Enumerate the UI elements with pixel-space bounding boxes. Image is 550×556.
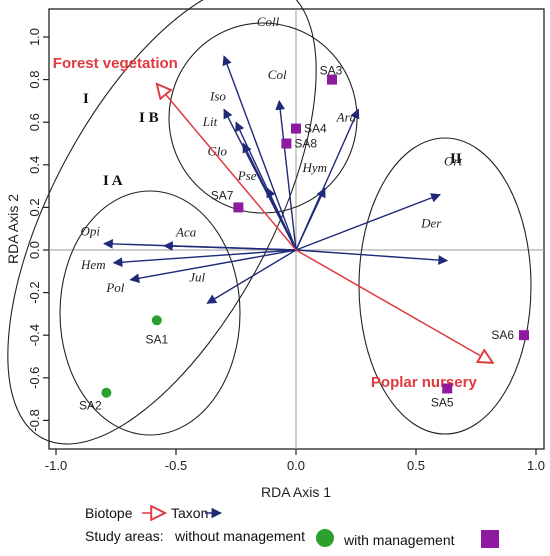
biotope-arrow-forest-vegetation xyxy=(157,84,297,251)
taxon-arrow-pol xyxy=(129,249,297,284)
taxon-label-hym: Hym xyxy=(302,160,328,175)
taxon-arrow-ort xyxy=(295,193,441,251)
legend-study-areas-label: Study areas: xyxy=(85,528,164,544)
legend-with-marker xyxy=(481,530,499,548)
x-tick-label: -1.0 xyxy=(45,458,67,473)
taxon-arrow-aca xyxy=(163,241,297,251)
site-label-sa5: SA5 xyxy=(431,395,454,409)
taxon-arrow-pse xyxy=(266,187,297,251)
taxon-label-coll: Coll xyxy=(257,14,280,29)
site-label-sa7: SA7 xyxy=(211,188,234,202)
taxon-label-pol: Pol xyxy=(105,280,124,295)
taxon-arrow-hym xyxy=(295,187,326,251)
taxon-arrow-col xyxy=(275,99,297,251)
taxon-label-col: Col xyxy=(268,67,287,82)
biotope-label-poplar-nursery: Poplar nursery xyxy=(371,374,478,391)
legend-biotope-label: Biotope xyxy=(85,505,133,521)
group-label-IA: I A xyxy=(103,173,123,189)
group-label-II: II xyxy=(450,151,462,167)
y-tick-label: -0.6 xyxy=(27,367,42,389)
taxon-arrow-jul xyxy=(206,249,297,304)
taxon-arrow-hem xyxy=(112,249,297,268)
y-tick-label: -0.4 xyxy=(27,324,42,346)
taxon-arrow-der xyxy=(295,249,449,265)
legend-taxon-label: Taxon xyxy=(171,505,208,521)
site-label-sa6: SA6 xyxy=(491,328,514,342)
biotope-label-forest-vegetation: Forest vegetation xyxy=(53,55,178,72)
y-tick-label: -0.2 xyxy=(27,281,42,303)
group-ellipse-I xyxy=(7,0,317,445)
site-label-sa4: SA4 xyxy=(304,122,327,136)
biotope-arrow-poplar-nursery xyxy=(295,249,493,363)
taxon-label-ara: Ara xyxy=(336,109,357,124)
site-marker-sa8 xyxy=(281,138,292,149)
taxon-label-der: Der xyxy=(420,216,442,231)
taxon-label-jul: Jul xyxy=(189,269,205,284)
site-label-sa3: SA3 xyxy=(320,64,343,78)
y-tick-label: 1.0 xyxy=(27,28,42,46)
site-marker-sa6 xyxy=(519,330,529,341)
group-ellipse-IA xyxy=(59,190,241,436)
y-tick-label: -0.8 xyxy=(27,409,42,431)
site-marker-sa7 xyxy=(233,202,244,213)
legend-without-label: without management xyxy=(174,528,305,544)
site-label-sa1: SA1 xyxy=(145,332,168,346)
y-tick-label: 0.4 xyxy=(27,156,42,174)
taxon-label-iso: Iso xyxy=(209,88,226,103)
y-tick-label: 0.0 xyxy=(27,241,42,259)
site-label-sa2: SA2 xyxy=(79,399,102,413)
site-marker-sa5 xyxy=(442,383,453,394)
y-tick-label: 0.6 xyxy=(27,113,42,131)
x-tick-label: 0.5 xyxy=(407,458,425,473)
site-label-sa8: SA8 xyxy=(294,137,317,151)
taxon-label-lit: Lit xyxy=(202,114,218,129)
site-marker-sa1 xyxy=(151,315,162,326)
x-axis-title: RDA Axis 1 xyxy=(261,484,331,500)
site-marker-sa3 xyxy=(327,74,337,85)
taxon-label-opi: Opi xyxy=(81,224,101,239)
legend: Biotope Taxon Study areas: without manag… xyxy=(85,505,499,548)
taxon-label-glo: Glo xyxy=(207,144,227,159)
taxon-arrow-coll xyxy=(222,55,297,251)
x-tick-label: -0.5 xyxy=(165,458,187,473)
y-tick-label: 0.2 xyxy=(27,198,42,216)
group-label-IB: I B xyxy=(139,110,159,126)
y-axis-title: RDA Axis 2 xyxy=(5,194,21,264)
x-tick-label: 0.0 xyxy=(287,458,305,473)
site-marker-sa2 xyxy=(101,387,112,398)
taxon-label-aca: Aca xyxy=(175,225,197,240)
y-tick-label: 0.8 xyxy=(27,71,42,89)
legend-with-label: with management xyxy=(343,532,455,548)
legend-without-marker xyxy=(316,529,334,547)
taxon-label-ort: Ort xyxy=(444,154,462,169)
taxon-label-hem: Hem xyxy=(80,257,106,272)
site-marker-sa4 xyxy=(291,123,301,134)
x-tick-label: 1.0 xyxy=(527,458,545,473)
group-label-I: I xyxy=(83,91,89,107)
taxon-label-pse: Pse xyxy=(237,168,257,183)
